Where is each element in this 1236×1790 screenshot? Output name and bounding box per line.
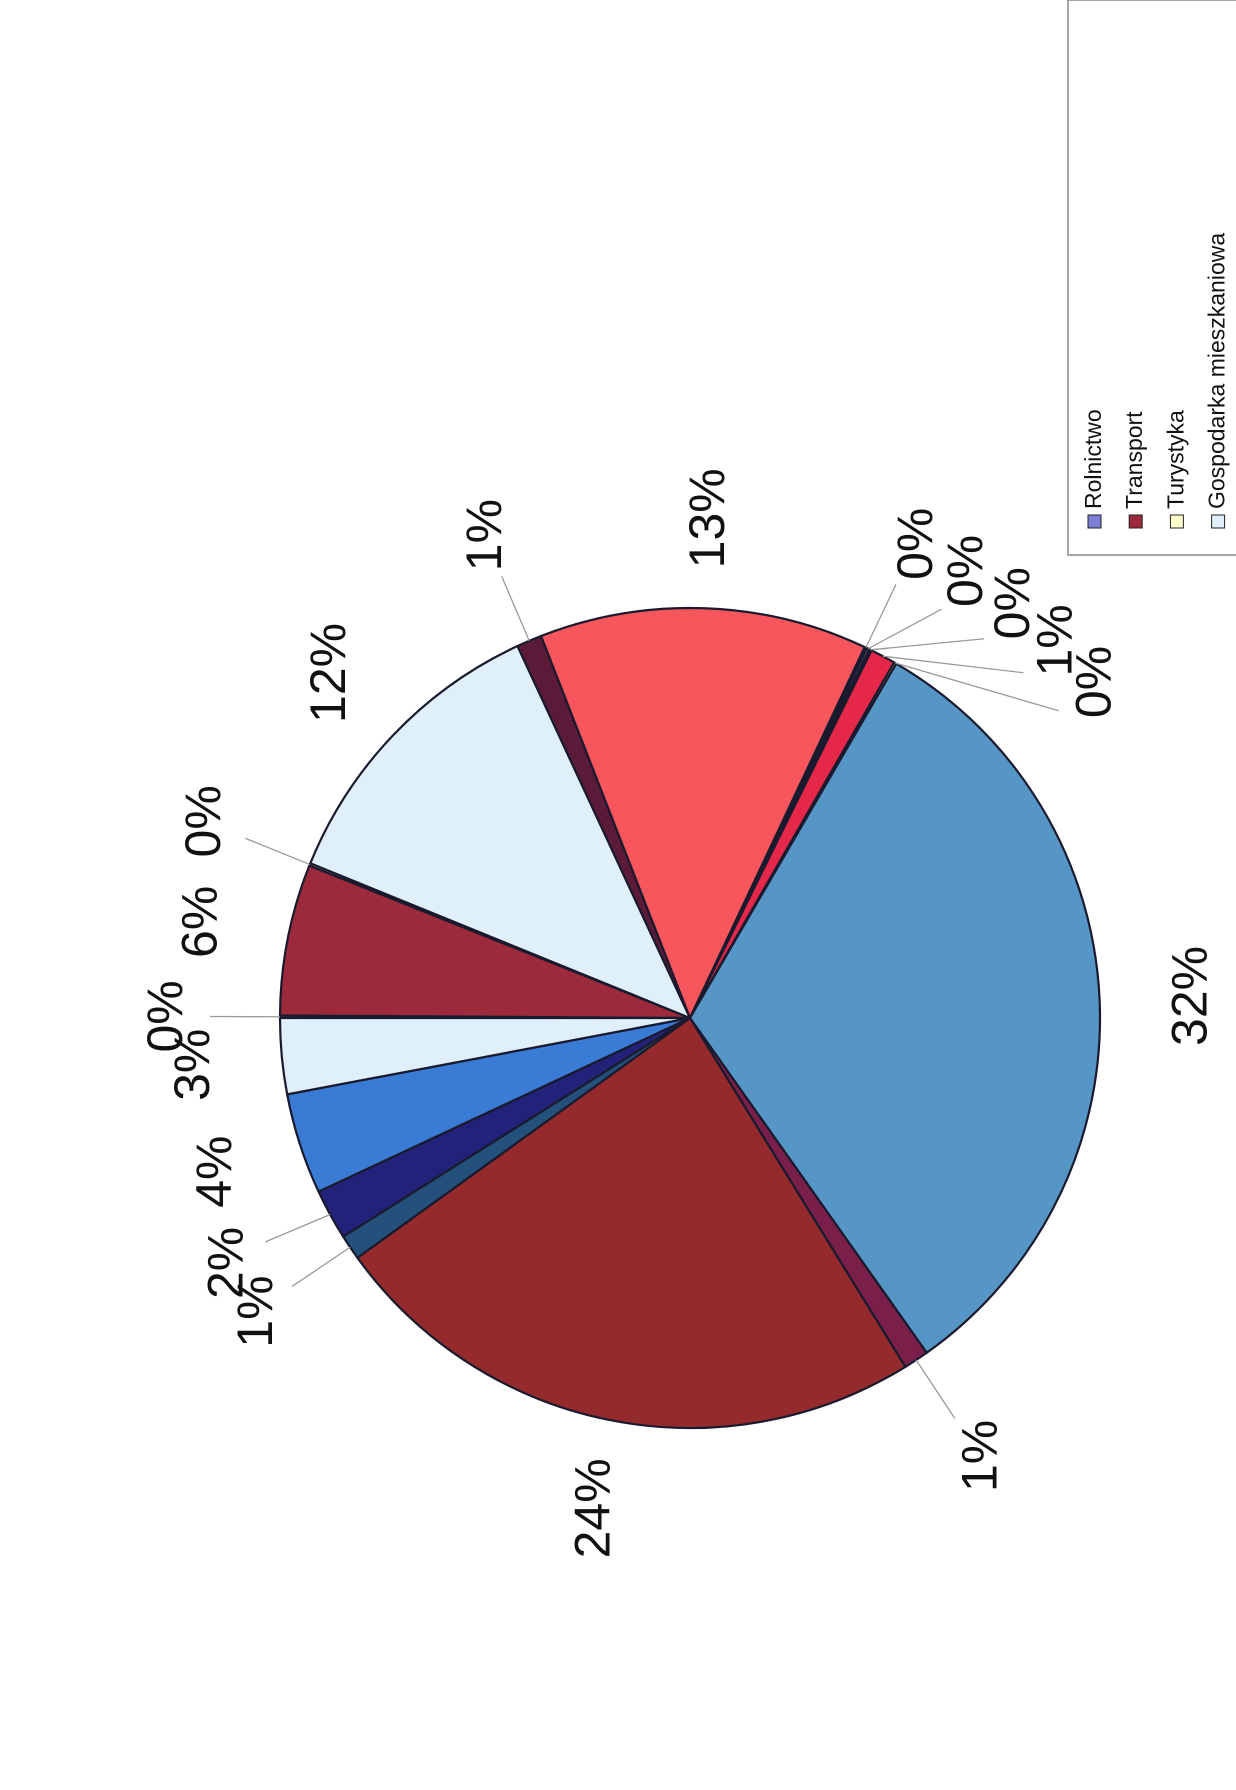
pct-label-oswiata-i-wychowanie: 32% <box>1162 946 1218 1046</box>
legend-label-transport: Transport <box>1121 411 1147 509</box>
pie-slice-administracja-publiczna <box>539 606 866 1020</box>
leader-line-rozne-rozliczenia <box>895 662 1059 712</box>
pie-slice-kultura-fizyczna-i-sport <box>278 1016 692 1096</box>
leader-line-edukacyjna-opieka-wychowawcza <box>291 1246 351 1287</box>
leader-line-gosp-komunalna-i-ochrona-srodowiska <box>265 1213 331 1243</box>
pie-slice-transport <box>278 864 692 1020</box>
leader-line-urzedy-naczelnych-organow-wladzy <box>865 584 897 648</box>
pct-label-gospodarka-mieszkaniowa: 12% <box>300 623 356 723</box>
legend-frame <box>1067 0 1236 556</box>
pct-label-obrona-narodowa: 0% <box>937 535 993 607</box>
pie-slice-pomoc-spoleczna <box>356 1016 907 1430</box>
pie-slices <box>278 606 1102 1430</box>
leader-line-bezpieczenstwo-publiczne <box>870 638 985 651</box>
pie-slice-gospodarka-mieszkaniowa <box>309 644 692 1020</box>
leader-line-turystyka <box>244 837 311 866</box>
legend-label-rolnictwo: Rolnictwo <box>1080 409 1106 509</box>
pct-label-urzedy-naczelnych-organow-wladzy: 0% <box>887 508 943 580</box>
pie-slice-oswiata-i-wychowanie <box>688 662 1102 1354</box>
leader-line-dzialalnosc-uslugowa <box>501 576 530 642</box>
pct-label-transport: 6% <box>171 886 227 958</box>
pct-label-obsluga-dlugu-publicznego: 1% <box>1027 604 1083 676</box>
legend-label-gospodarka-mieszkaniowa: Gospodarka mieszkaniowa <box>1204 233 1230 509</box>
percentage-labels: 0%6%0%12%1% 13% 0%0%0%1%0%32%1%24%1%2%4%3% <box>137 468 1218 1558</box>
legend-swatch-rolnictwo <box>1087 514 1102 529</box>
legend-swatch-turystyka <box>1169 514 1184 529</box>
pct-label-dzialalnosc-uslugowa: 1% <box>456 499 512 571</box>
pct-label-ochrona-zdrowia: 1% <box>952 1420 1008 1492</box>
pct-label-administracja-publiczna: 13% <box>679 468 735 568</box>
leader-line-ochrona-zdrowia <box>915 1359 956 1419</box>
pct-label-edukacyjna-opieka-wychowawcza: 1% <box>227 1275 283 1347</box>
pct-label-gosp-komunalna-i-ochrona-srodowiska: 2% <box>198 1227 254 1299</box>
pct-label-bezpieczenstwo-publiczne: 0% <box>984 567 1040 639</box>
legend: Rolnictwo Transport Turystyka Gospodarka mi… <box>1067 0 1236 556</box>
pct-label-kultura-fizyczna-i-sport: 3% <box>164 1029 220 1101</box>
label-leader-lines <box>210 576 1059 1419</box>
leader-line-obsluga-dlugu-publicznego <box>882 655 1024 674</box>
pct-label-kultura-i-ochrona-dziedzictwa-narodowego: 4% <box>186 1136 242 1208</box>
legend-swatch-transport <box>1128 514 1143 529</box>
pct-label-rolnictwo: 0% <box>137 980 193 1052</box>
legend-swatch-gospodarka-mieszkaniowa <box>1211 514 1226 529</box>
legend-label-turystyka: Turystyka <box>1162 410 1188 509</box>
leader-line-obrona-narodowa <box>867 608 942 650</box>
pct-label-pomoc-spoleczna: 24% <box>564 1458 620 1558</box>
pct-label-turystyka: 0% <box>175 785 231 857</box>
pct-label-rozne-rozliczenia: 0% <box>1065 646 1121 718</box>
